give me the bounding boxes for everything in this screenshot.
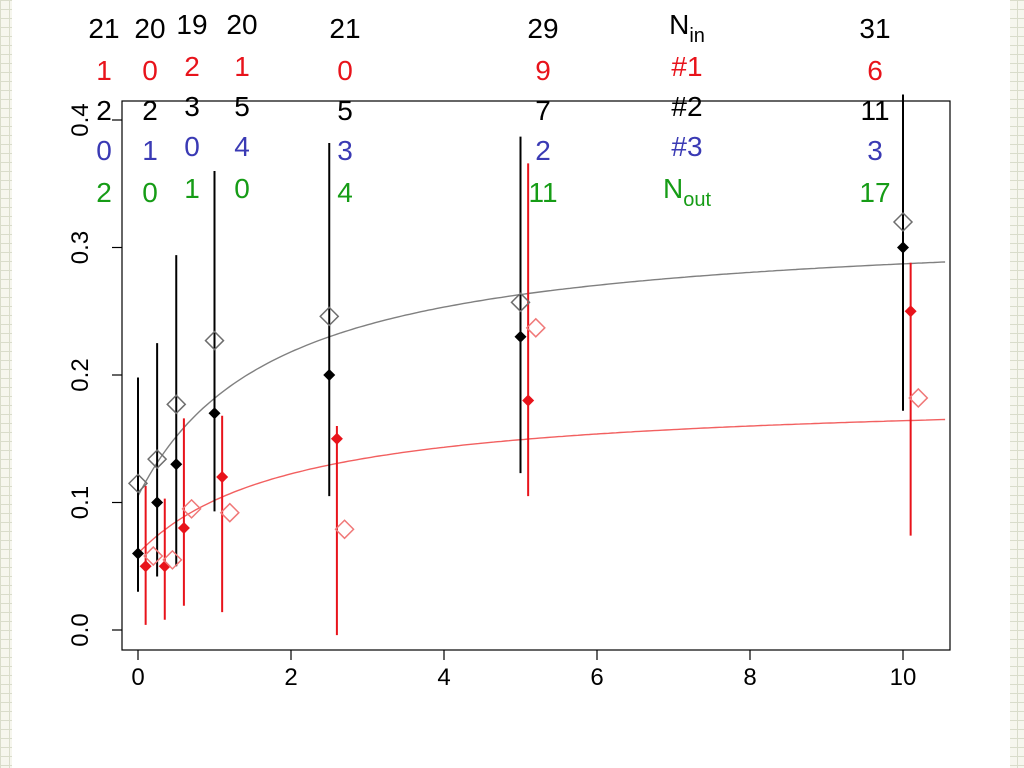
data-point-open	[319, 306, 340, 327]
x-tick-label: 8	[743, 664, 756, 691]
count-row-label-text: #3	[671, 131, 702, 162]
y-tick-label: 0.3	[67, 231, 94, 264]
count-cell: 0	[142, 177, 158, 208]
count-cell: 2	[96, 177, 112, 208]
count-cell: 4	[337, 177, 353, 208]
x-tick-label: 0	[131, 664, 144, 691]
data-point	[323, 369, 336, 381]
count-row-label-text: #2	[671, 91, 702, 122]
dose-response-chart: 0 2 4 6 8 100.00.10.20.30.4 21 20 19 20 21 29 31Nin…	[67, 9, 951, 691]
data-point-open	[143, 545, 164, 567]
count-row-label: #3	[671, 131, 702, 162]
count-cell: 0	[184, 131, 200, 162]
fit-curve-fit_red	[137, 418, 946, 554]
count-cell: 1	[96, 55, 112, 86]
count-cell: 2	[535, 135, 551, 166]
data-point	[216, 471, 229, 483]
data-point	[330, 432, 343, 445]
count-cell: 11	[528, 177, 557, 208]
count-row-label-subscript: out	[683, 189, 711, 211]
count-cell: 4	[234, 131, 250, 162]
data-point	[139, 560, 152, 573]
count-cell: 0	[337, 55, 353, 86]
count-cell: 3	[867, 135, 883, 166]
count-cell: 11	[860, 95, 889, 126]
count-row-label-text: #1	[671, 51, 702, 82]
count-cell: 2	[142, 95, 158, 126]
count-cell: 0	[96, 135, 112, 166]
data-point-open	[204, 330, 225, 351]
count-cell: 3	[337, 135, 353, 166]
data-point	[170, 458, 183, 471]
data-point	[132, 547, 144, 560]
count-cell: 6	[867, 55, 883, 86]
count-row-label: Nout	[663, 173, 711, 211]
count-row-label: #1	[671, 51, 702, 82]
data-point-open	[166, 394, 187, 415]
data-point-open	[181, 498, 202, 519]
x-tick-label: 2	[284, 664, 297, 691]
count-row-label-text: N	[663, 173, 683, 204]
x-tick-label: 6	[590, 664, 603, 691]
data-point-open	[162, 549, 183, 570]
count-cell: 31	[859, 13, 890, 44]
data-point-open	[147, 449, 168, 470]
data-point-open	[510, 292, 531, 313]
data-point	[904, 305, 917, 318]
data-markers	[127, 211, 929, 573]
axes: 0 2 4 6 8 100.00.10.20.30.4	[67, 100, 951, 691]
count-cell: 7	[535, 95, 551, 126]
count-cell: 17	[859, 177, 890, 208]
fit-curve-fit_grey	[137, 261, 946, 497]
count-cell: 1	[234, 51, 250, 82]
count-cell: 0	[142, 55, 158, 86]
data-point	[897, 241, 909, 254]
count-cell: 2	[96, 95, 112, 126]
data-point-open	[908, 387, 929, 409]
count-cell: 0	[234, 173, 250, 204]
data-point-open	[892, 211, 914, 233]
y-tick-label: 0.4	[67, 103, 94, 136]
data-point-open	[525, 317, 546, 338]
count-cell: 3	[184, 91, 200, 122]
data-point	[522, 394, 535, 407]
data-point	[208, 407, 221, 420]
data-point-open	[219, 502, 240, 523]
count-cell: 2	[184, 51, 200, 82]
y-tick-label: 0.2	[67, 358, 94, 391]
error-bars	[137, 94, 912, 636]
data-point-open	[127, 473, 149, 494]
count-cell: 29	[527, 13, 558, 44]
x-tick-label: 10	[890, 664, 917, 691]
data-point	[177, 522, 190, 534]
count-cell: 9	[535, 55, 551, 86]
count-cell: 21	[329, 13, 360, 44]
count-cell: 1	[142, 135, 158, 166]
count-cell: 5	[234, 91, 250, 122]
y-tick-label: 0.0	[67, 613, 94, 646]
count-row-label: Nin	[669, 9, 705, 47]
count-cell: 5	[337, 95, 353, 126]
count-row-label-text: N	[669, 9, 689, 40]
fit-curves	[137, 261, 946, 554]
slide: 0 2 4 6 8 10 0.0 0.1 0.2 0.3 0.4 21 20 19 20 21 29 31 Nin…	[12, 0, 1010, 768]
x-tick-label: 4	[437, 664, 450, 691]
data-point	[514, 330, 527, 343]
count-cell: 19	[176, 9, 207, 40]
y-tick-label: 0.1	[67, 486, 94, 519]
count-row-label-subscript: in	[689, 25, 705, 47]
count-cell: 21	[88, 13, 119, 44]
count-row-label: #2	[671, 91, 702, 122]
count-cell: 1	[184, 173, 200, 204]
count-cell: 20	[226, 9, 257, 40]
data-point	[151, 496, 164, 509]
count-cell: 20	[134, 13, 165, 44]
data-point-open	[334, 519, 355, 540]
